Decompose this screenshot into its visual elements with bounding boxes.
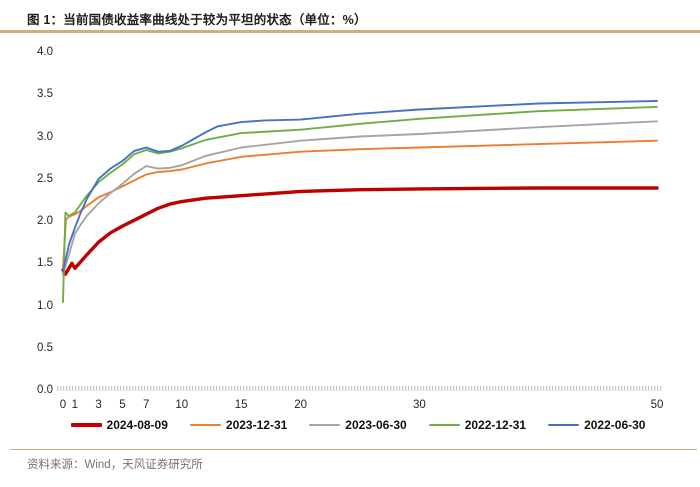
x-tick-label: 1 [71, 399, 79, 411]
x-tick-label: 10 [175, 399, 189, 411]
y-tick-label: 3.5 [37, 88, 53, 101]
legend-line-swatch [189, 424, 221, 426]
x-tick-label: 50 [650, 399, 664, 411]
legend-item: 2022-06-30 [548, 418, 645, 432]
legend-label: 2022-12-31 [464, 418, 527, 432]
x-tick-label: 15 [234, 399, 248, 411]
x-tick-label: 20 [294, 399, 307, 411]
y-tick-label: 2.5 [37, 172, 53, 185]
legend-label: 2024-08-09 [106, 418, 168, 432]
y-tick-label: 0.5 [37, 341, 53, 354]
legend-item: 2023-12-31 [189, 418, 288, 432]
y-tick-label: 0.0 [37, 384, 53, 396]
source-divider [10, 449, 697, 450]
legend-item: 2023-06-30 [309, 418, 407, 432]
x-tick-label: 5 [119, 399, 126, 411]
x-tick-label: 0 [59, 399, 67, 411]
y-tick-label: 2.0 [37, 215, 53, 227]
figure-title: 图 1：当前国债收益率曲线处于较为平坦的状态（单位：%） [27, 13, 367, 27]
legend-line-swatch [428, 424, 460, 426]
chart-canvas [61, 100, 659, 304]
legend-label: 2023-06-30 [345, 418, 407, 432]
legend-line-swatch [70, 423, 102, 427]
chart-legend: 2024-08-09 2023-12-31 2023-06-30 2022-12-31… [0, 418, 700, 432]
legend-label: 2022-06-30 [584, 418, 646, 432]
legend-line-swatch [309, 424, 341, 426]
x-axis-tick-strip [57, 386, 663, 391]
y-tick-label: 3.0 [37, 130, 53, 143]
series-line-2022-06-30 [62, 100, 658, 273]
x-tick-label: 3 [95, 399, 102, 411]
source-note: 资料来源：Wind，天风证券研究所 [27, 459, 203, 471]
yield-curve-chart: 2024-08-09 2023-12-31 2023-06-30 2022-12-31… [0, 32, 700, 447]
series-line-2023-06-30 [62, 120, 658, 276]
title-divider [0, 30, 700, 33]
legend-line-swatch [548, 424, 580, 426]
series-line-2023-12-31 [62, 139, 658, 269]
series-line-2022-12-31 [62, 105, 658, 304]
y-tick-label: 1.0 [37, 299, 53, 312]
series-line-2024-08-09 [61, 186, 659, 276]
y-tick-label: 4.0 [37, 46, 53, 58]
legend-item: 2022-12-31 [428, 418, 527, 432]
x-tick-label: 7 [142, 399, 150, 411]
legend-label: 2023-12-31 [225, 418, 288, 432]
legend-item: 2024-08-09 [70, 418, 168, 432]
x-tick-label: 30 [412, 399, 426, 411]
y-tick-label: 1.5 [37, 257, 53, 270]
